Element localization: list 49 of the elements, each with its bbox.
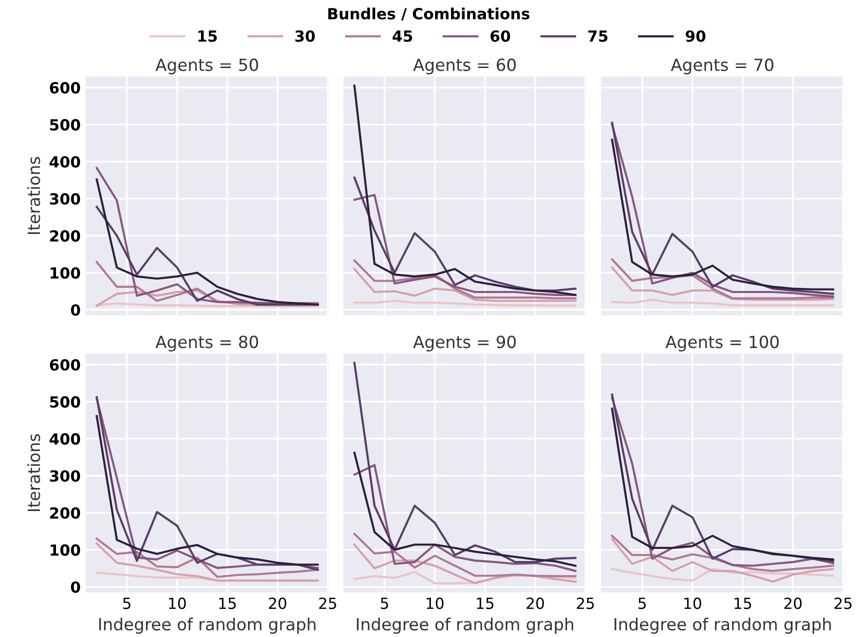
- legend-label: 75: [588, 30, 608, 42]
- y-tick-label: 600: [50, 359, 80, 371]
- chart-title: Agents = 100: [666, 336, 779, 352]
- legend-title: Bundles / Combinations: [328, 8, 530, 21]
- y-tick-label: 600: [50, 82, 80, 94]
- chart-title: Agents = 90: [413, 336, 516, 352]
- legend-label: 60: [490, 30, 510, 42]
- y-tick-label: 300: [50, 193, 80, 205]
- chart-title: Agents = 80: [155, 336, 258, 352]
- x-tick-label: 5: [638, 598, 646, 610]
- x-tick-label: 25: [319, 598, 336, 610]
- x-tick-label: 10: [684, 598, 702, 610]
- chart-title: Agents = 60: [413, 58, 516, 74]
- x-axis-title: Indegree of random graph: [99, 618, 316, 634]
- y-tick-label: 400: [50, 433, 80, 445]
- y-axis-title: Iterations: [27, 434, 40, 512]
- y-tick-label: 500: [50, 119, 80, 131]
- line-series: [96, 206, 319, 306]
- y-axis-title: Iterations: [27, 157, 40, 234]
- y-tick-label: 500: [50, 396, 80, 408]
- y-tick-label: 400: [50, 156, 80, 168]
- x-tick-label: 25: [576, 598, 594, 610]
- y-tick-label: 100: [50, 544, 80, 556]
- chart-title: Agents = 70: [670, 58, 774, 74]
- x-tick-label: 15: [219, 598, 236, 610]
- y-tick-label: 0: [70, 304, 80, 316]
- y-tick-label: 300: [50, 470, 80, 482]
- legend-label: 45: [392, 30, 412, 42]
- line-series: [96, 289, 319, 307]
- x-tick-label: 20: [784, 598, 802, 610]
- x-tick-label: 20: [268, 598, 286, 610]
- chart-title: Agents = 50: [155, 58, 258, 74]
- y-tick-label: 0: [70, 581, 80, 593]
- legend-label: 15: [198, 30, 217, 42]
- x-axis-title: Indegree of random graph: [614, 618, 831, 634]
- legend-label: 90: [686, 30, 706, 42]
- x-tick-label: 10: [426, 598, 444, 610]
- x-tick-label: 10: [169, 598, 186, 610]
- x-axis-title: Indegree of random graph: [356, 618, 574, 634]
- x-tick-label: 15: [734, 598, 752, 610]
- x-tick-label: 25: [834, 598, 852, 610]
- y-tick-label: 200: [50, 230, 80, 242]
- y-tick-label: 100: [50, 267, 80, 279]
- x-tick-label: 5: [123, 598, 130, 610]
- x-tick-label: 20: [526, 598, 544, 610]
- x-tick-label: 15: [476, 598, 494, 610]
- legend-label: 30: [295, 30, 315, 42]
- y-tick-label: 200: [50, 507, 80, 519]
- x-tick-label: 5: [380, 598, 388, 610]
